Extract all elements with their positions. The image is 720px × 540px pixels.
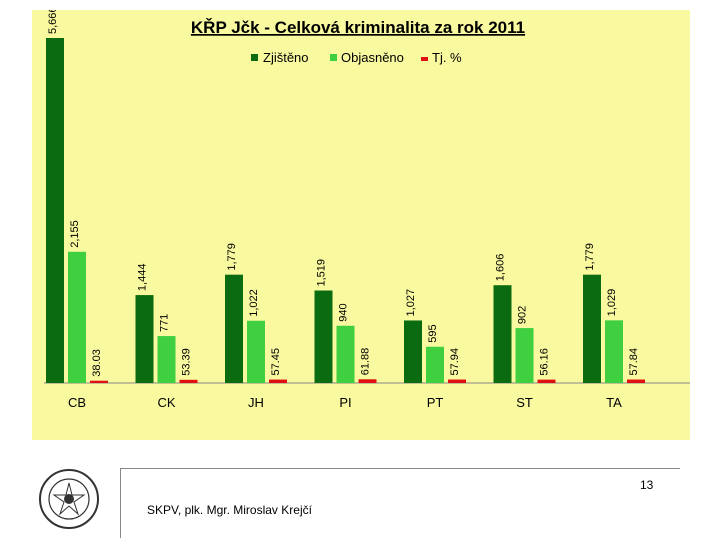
bar-pi-3 xyxy=(358,379,377,383)
bar-jh-1 xyxy=(225,274,243,383)
category-label-pt: PT xyxy=(427,395,444,410)
data-label-ta-3: 57.84 xyxy=(628,348,640,376)
footer-vertical-divider xyxy=(120,468,121,538)
bar-cb-1 xyxy=(46,38,64,383)
chart-title: KŘP Jčk - Celková kriminalita za rok 201… xyxy=(191,18,525,37)
legend-swatch-1 xyxy=(251,54,258,61)
bar-jh-2 xyxy=(247,320,265,383)
category-label-jh: JH xyxy=(248,395,264,410)
data-label-pt-1: 1,027 xyxy=(405,289,417,317)
bar-jh-3 xyxy=(269,379,287,383)
data-label-jh-2: 1,022 xyxy=(248,289,260,317)
bar-pt-1 xyxy=(404,320,422,383)
bar-pt-3 xyxy=(448,379,466,383)
bar-pi-1 xyxy=(314,290,333,383)
bar-cb-2 xyxy=(68,251,86,383)
data-label-pi-3: 61.88 xyxy=(360,348,372,376)
data-label-ck-3: 53.39 xyxy=(181,348,193,376)
bar-pt-2 xyxy=(426,346,444,383)
data-label-cb-3: 38.03 xyxy=(91,349,103,377)
chart-panel: KŘP Jčk - Celková kriminalita za rok 201… xyxy=(32,10,690,440)
police-emblem-logo xyxy=(39,469,99,529)
legend: Zjištěno Objasněno Tj. % xyxy=(251,50,462,65)
bar-cb-3 xyxy=(90,380,108,383)
data-label-cb-2: 2,155 xyxy=(69,220,81,248)
data-label-cb-1: 5,666 xyxy=(47,10,59,34)
data-label-pt-3: 57.94 xyxy=(449,348,461,376)
page-number: 13 xyxy=(640,478,654,492)
category-label-ck: CK xyxy=(157,395,175,410)
data-label-pt-2: 595 xyxy=(427,324,439,342)
data-label-pi-2: 940 xyxy=(338,303,350,321)
legend-swatch-2 xyxy=(330,54,337,61)
data-label-st-1: 1,606 xyxy=(495,254,507,282)
author-credit: SKPV, plk. Mgr. Miroslav Krejčí xyxy=(147,503,312,517)
category-label-cb: CB xyxy=(68,395,86,410)
data-labels-group: 5,666 2,155 38.03 1,444 771 53.39 1,779 1,022 57… xyxy=(47,10,640,377)
bar-ck-3 xyxy=(179,379,198,383)
bar-pi-2 xyxy=(336,325,355,383)
data-label-pi-1: 1,519 xyxy=(316,259,328,287)
category-label-pi: PI xyxy=(339,395,351,410)
data-label-ta-1: 1,779 xyxy=(584,243,596,271)
legend-label-1: Zjištěno xyxy=(263,50,309,65)
legend-label-3: Tj. % xyxy=(432,50,462,65)
data-label-st-2: 902 xyxy=(517,306,529,324)
bar-st-2 xyxy=(515,328,534,383)
data-label-ta-2: 1,029 xyxy=(606,289,618,317)
data-label-jh-3: 57.45 xyxy=(270,348,282,376)
bar-st-1 xyxy=(493,285,512,383)
footer-divider xyxy=(120,468,680,469)
data-label-st-3: 56.16 xyxy=(539,348,551,376)
bar-ta-2 xyxy=(605,320,623,383)
chart-svg: KŘP Jčk - Celková kriminalita za rok 201… xyxy=(44,10,690,410)
bar-ck-2 xyxy=(157,336,176,383)
category-label-ta: TA xyxy=(606,395,622,410)
legend-label-2: Objasněno xyxy=(341,50,404,65)
category-label-st: ST xyxy=(516,395,533,410)
bar-ta-3 xyxy=(627,379,645,383)
data-label-jh-1: 1,779 xyxy=(226,243,238,271)
data-label-ck-2: 771 xyxy=(159,314,171,332)
bar-st-3 xyxy=(537,379,556,383)
category-labels-group: CB CK JH PI PT ST TA xyxy=(68,395,622,410)
bar-ta-1 xyxy=(583,274,601,383)
bars-group xyxy=(46,38,645,383)
legend-swatch-3 xyxy=(421,57,428,61)
data-label-ck-1: 1,444 xyxy=(137,264,149,292)
bar-ck-1 xyxy=(135,295,154,383)
